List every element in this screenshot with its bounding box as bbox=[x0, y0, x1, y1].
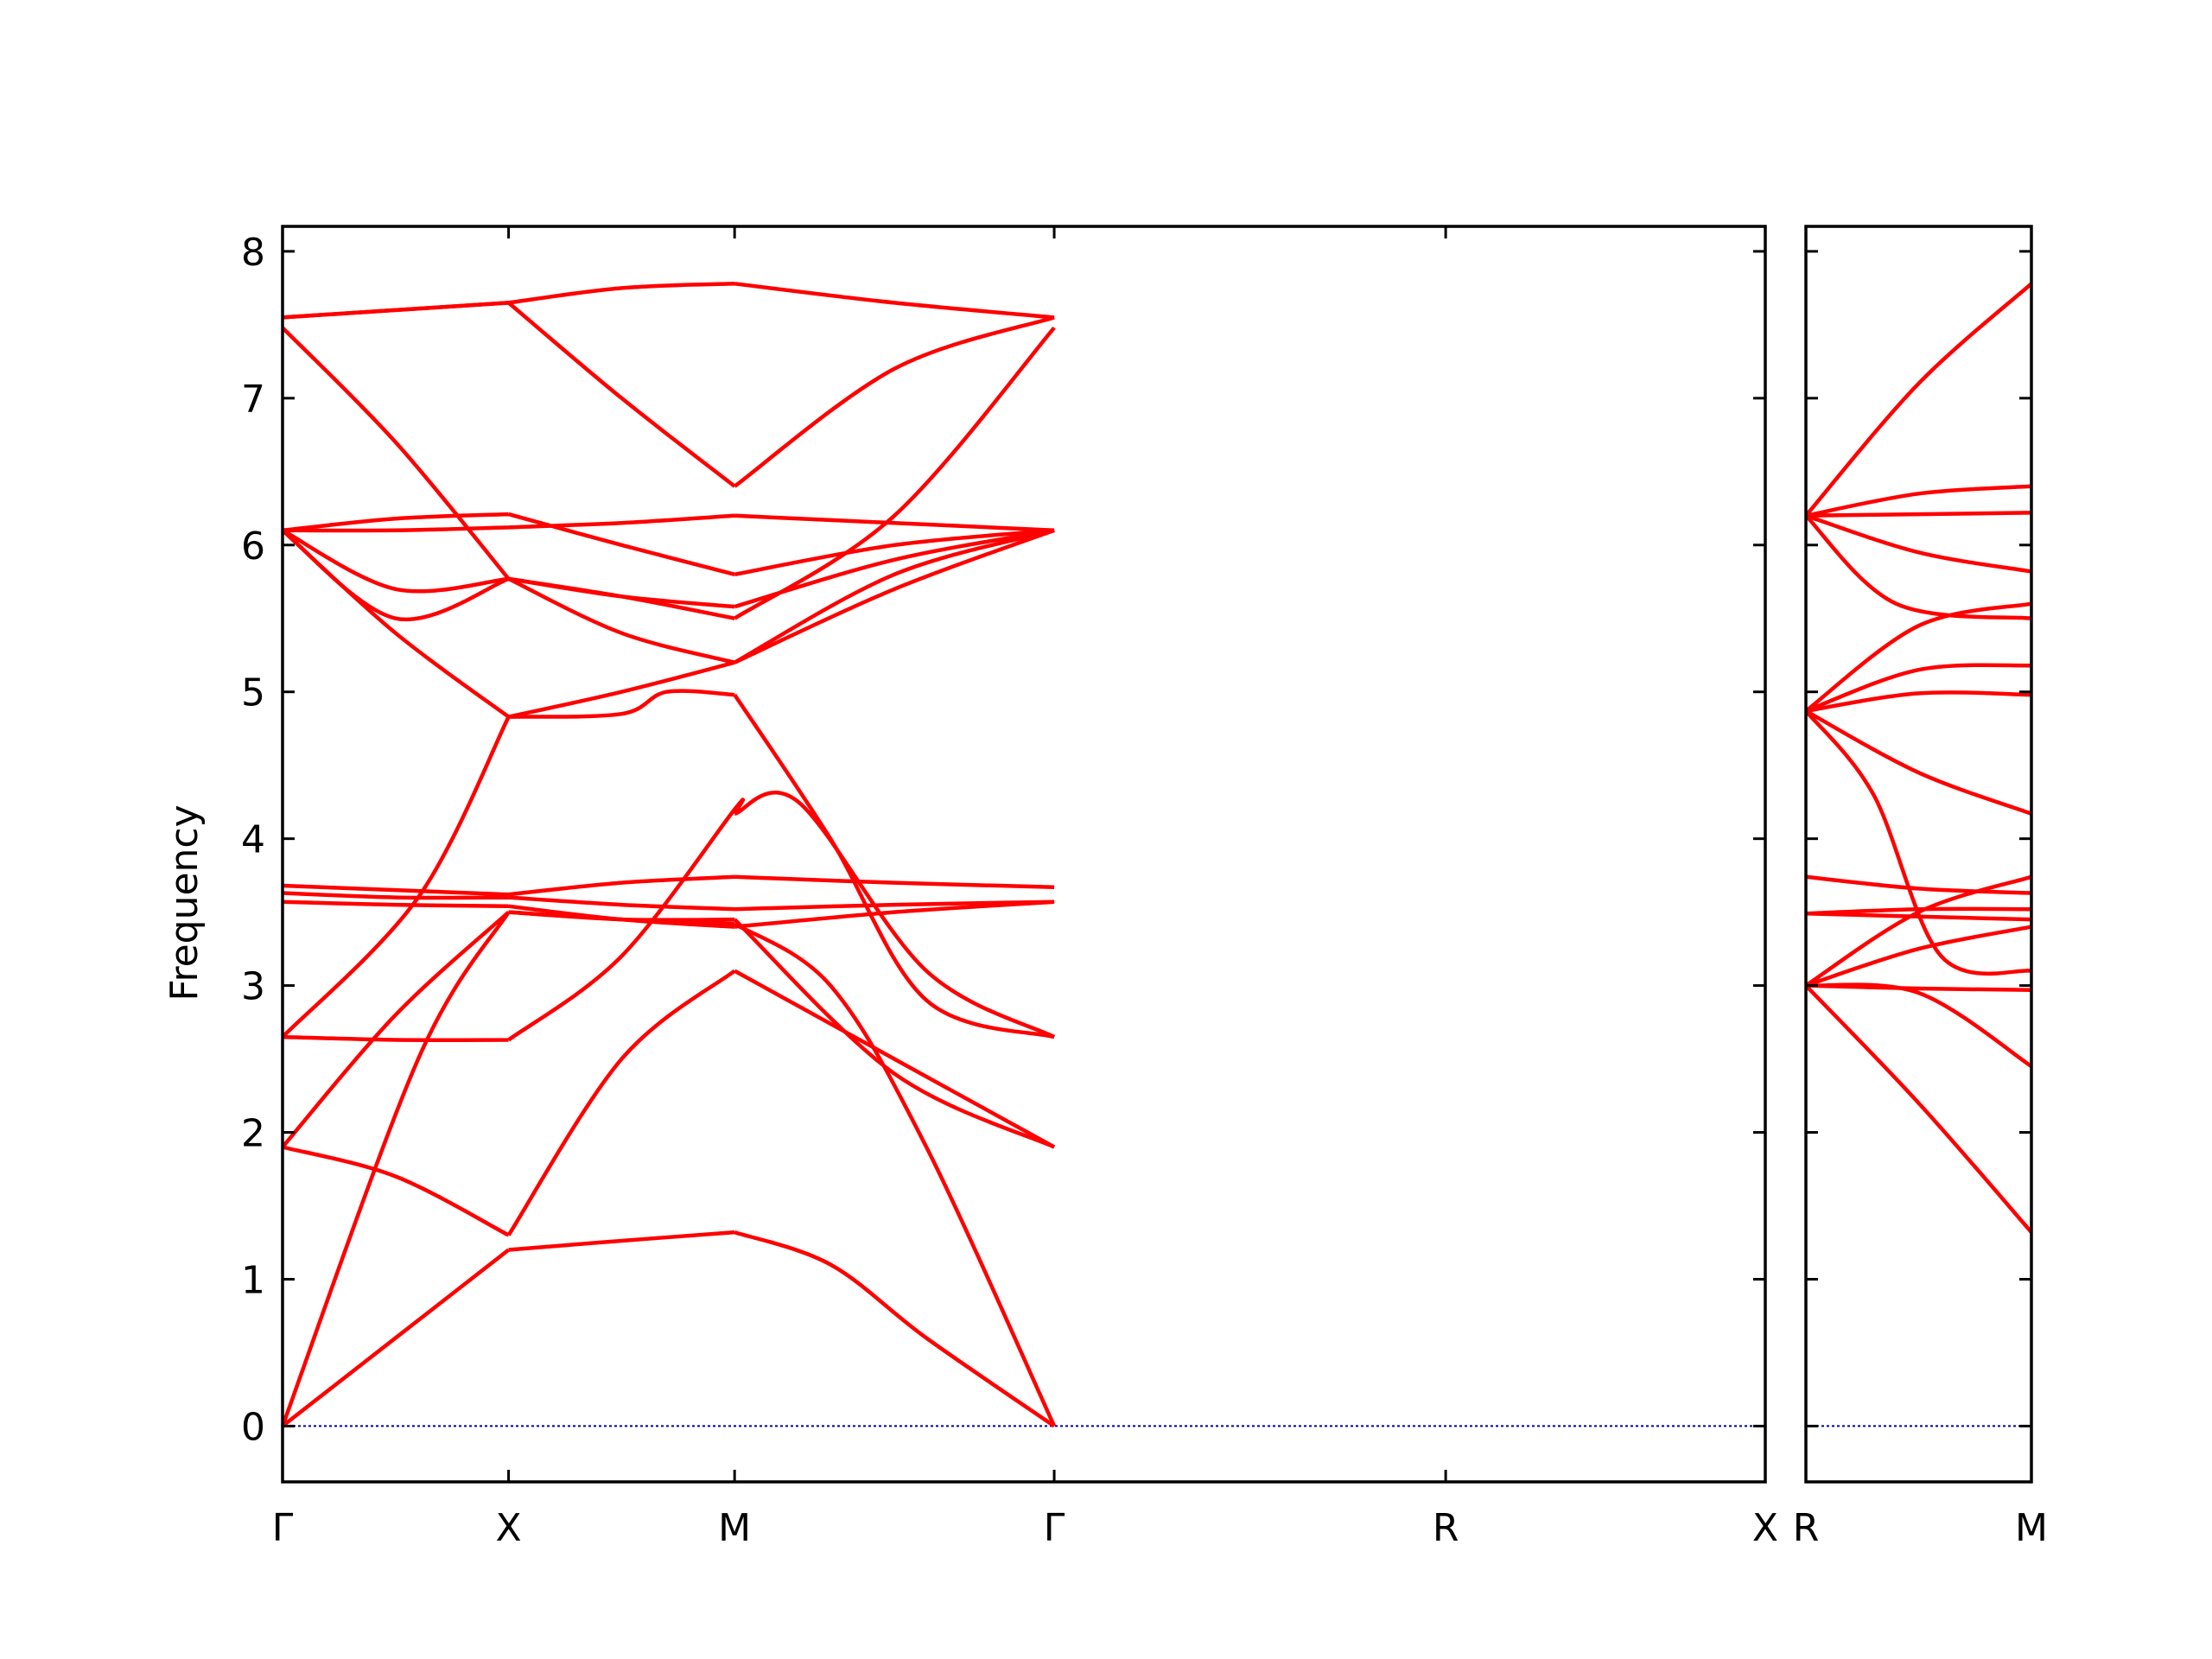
x-tick-label: M bbox=[2015, 1506, 2048, 1550]
plot-frame bbox=[281, 225, 1767, 1484]
band-line-15 bbox=[1805, 925, 2032, 988]
band-line-14 bbox=[282, 512, 1055, 577]
band-line-17 bbox=[282, 282, 1055, 320]
band-line-9 bbox=[282, 899, 1055, 929]
band-line-6 bbox=[282, 790, 1056, 1042]
y-tick-label: 6 bbox=[241, 524, 265, 569]
x-tick-label: X bbox=[496, 1506, 522, 1550]
band-line-4 bbox=[1805, 513, 2032, 574]
x-tick-label: R bbox=[1793, 1506, 1820, 1550]
x-tick-label: X bbox=[1752, 1506, 1778, 1550]
band-line-7 bbox=[1805, 663, 2032, 713]
band-line-6 bbox=[1804, 601, 2032, 713]
x-tick-label: Γ bbox=[1044, 1506, 1065, 1550]
band-line-18 bbox=[1804, 984, 2033, 1234]
y-axis-label: Frequency bbox=[162, 804, 207, 1001]
x-tick-label: M bbox=[718, 1506, 751, 1550]
x-tick-label: R bbox=[1433, 1506, 1459, 1550]
band-line-9 bbox=[1804, 709, 2032, 816]
y-tick-label: 7 bbox=[241, 378, 265, 422]
y-tick-label: 3 bbox=[241, 965, 265, 1009]
y-tick-label: 5 bbox=[241, 671, 265, 715]
x-tick-label: Γ bbox=[272, 1506, 294, 1550]
band-line-5 bbox=[281, 689, 1055, 1039]
y-tick-label: 4 bbox=[241, 818, 265, 862]
y-tick-label: 8 bbox=[241, 231, 265, 275]
main-panel: 0 1 2 3 4 5 6 7 8 Γ X M Γ R X bbox=[241, 225, 1778, 1550]
band-line-14 bbox=[1804, 874, 2032, 988]
band-line-12 bbox=[281, 528, 1055, 664]
band-line-13 bbox=[1805, 912, 2032, 922]
band-line-11 bbox=[1805, 874, 2032, 895]
y-tick-label: 2 bbox=[241, 1112, 265, 1156]
band-line-15 bbox=[281, 326, 1056, 620]
band-line-10 bbox=[1804, 709, 2032, 976]
band-line-17 bbox=[1805, 982, 2033, 1068]
band-line-1 bbox=[281, 1230, 1056, 1428]
band-line-3 bbox=[1805, 511, 2032, 518]
band-line-2 bbox=[1805, 484, 2032, 518]
band-line-8 bbox=[1805, 690, 2032, 714]
band-line-3 bbox=[282, 969, 1056, 1237]
band-line-1 bbox=[1804, 282, 2033, 518]
y-tick-label: 1 bbox=[241, 1258, 265, 1302]
band-line-5 bbox=[1804, 514, 2032, 620]
band-line-7 bbox=[282, 874, 1055, 897]
plot-frame bbox=[1804, 225, 2033, 1484]
y-tick-label: 0 bbox=[241, 1405, 265, 1449]
band-line-16 bbox=[282, 301, 1055, 488]
band-line-13 bbox=[282, 513, 1055, 533]
